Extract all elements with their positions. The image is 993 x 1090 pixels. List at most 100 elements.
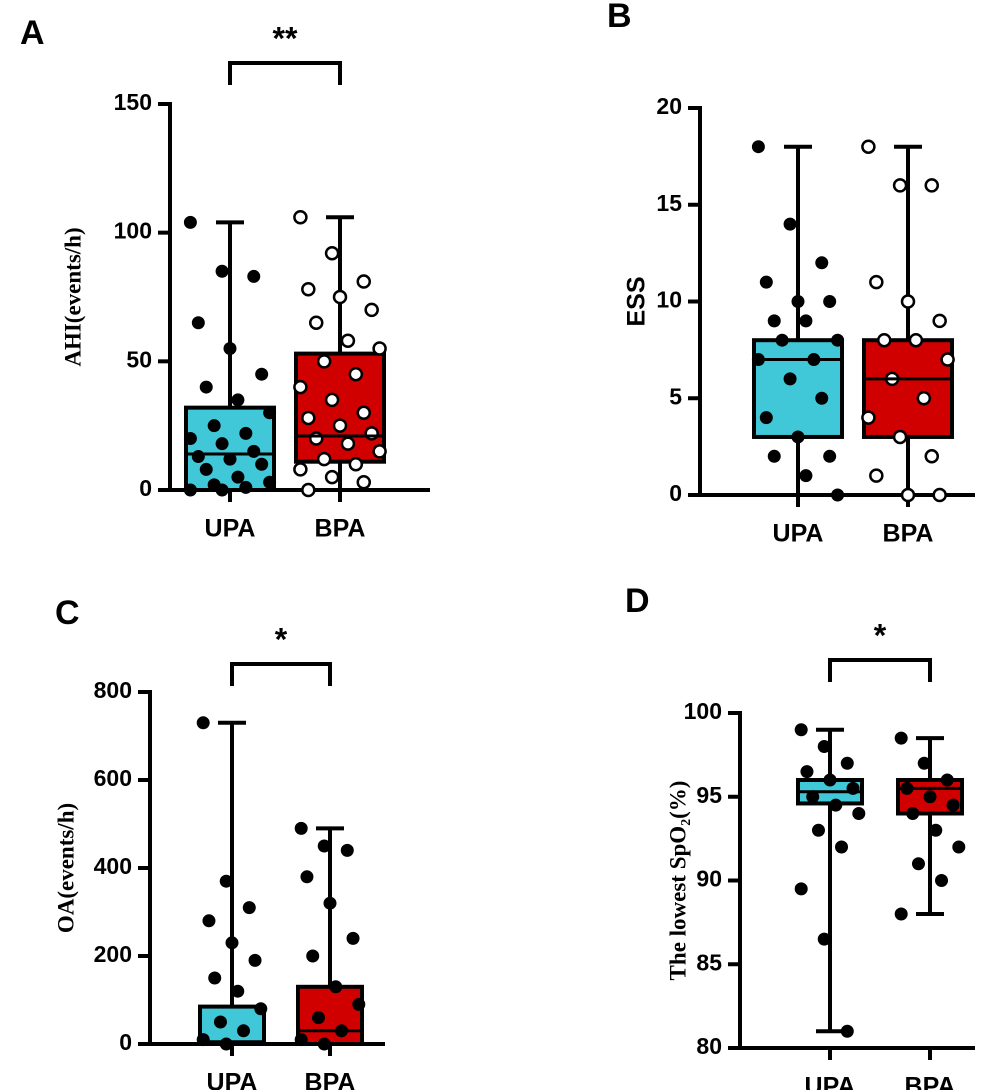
data-point: [924, 449, 940, 464]
x-tick-label: UPA: [805, 1073, 856, 1090]
data-point: [199, 380, 213, 394]
y-tick-label: 95: [696, 782, 722, 808]
data-point: [332, 289, 348, 305]
data-point: [946, 798, 960, 812]
data-point: [759, 275, 773, 289]
x-tick-label: BPA: [315, 515, 366, 543]
data-point: [293, 379, 308, 395]
y-axis-label: ESS: [623, 276, 651, 326]
box-group: [183, 215, 277, 497]
data-point: [255, 367, 269, 381]
significance-label: *: [874, 617, 887, 653]
data-point: [191, 316, 205, 330]
data-point: [352, 997, 366, 1011]
x-tick-label: UPA: [205, 515, 256, 543]
data-point: [239, 426, 253, 440]
data-point: [329, 980, 343, 994]
data-point: [254, 1002, 268, 1016]
data-point: [324, 392, 340, 408]
significance-bracket: [828, 658, 932, 682]
data-point: [215, 437, 229, 451]
data-point: [340, 333, 356, 348]
data-point: [917, 756, 931, 770]
data-point: [923, 790, 937, 804]
data-point: [823, 449, 837, 463]
x-tick-label: BPA: [305, 1069, 356, 1090]
data-point: [213, 1015, 227, 1029]
data-point: [751, 140, 765, 154]
data-point: [306, 949, 320, 963]
y-tick-label: 20: [656, 93, 682, 119]
data-point: [301, 410, 316, 426]
data-point: [861, 139, 876, 154]
data-point: [935, 874, 949, 887]
y-axis-label: The lowest SpO₂(%): [665, 781, 690, 981]
data-point: [207, 419, 221, 433]
y-tick-label: 5: [669, 383, 682, 409]
data-point: [294, 821, 308, 835]
data-point: [894, 907, 908, 921]
y-tick-label: 200: [94, 941, 132, 967]
data-point: [196, 716, 210, 730]
y-tick-label: 800: [94, 677, 132, 703]
y-tick-label: 0: [119, 1029, 132, 1055]
data-point: [840, 756, 854, 770]
data-point: [231, 470, 245, 484]
data-point: [799, 314, 813, 328]
data-point: [940, 773, 954, 787]
data-point: [767, 449, 781, 463]
significance-bracket: [230, 662, 332, 686]
data-point: [255, 457, 269, 471]
data-point: [225, 936, 239, 950]
panel-label: B: [607, 0, 632, 35]
data-point: [794, 723, 808, 737]
data-point: [323, 896, 337, 910]
data-point: [346, 931, 360, 945]
data-point: [791, 295, 805, 308]
data-point: [911, 857, 925, 871]
data-point: [311, 1011, 325, 1025]
data-point: [932, 313, 947, 329]
y-tick-label: 150: [114, 89, 152, 115]
data-point: [835, 840, 849, 854]
panel-label: C: [55, 594, 80, 632]
y-tick-label: 600: [94, 765, 132, 791]
data-point: [301, 482, 316, 498]
y-tick-label: 15: [656, 190, 682, 216]
y-axis-label: OA(events/h): [53, 803, 78, 933]
data-point: [348, 457, 364, 472]
data-point: [300, 870, 314, 884]
data-point: [791, 430, 805, 444]
data-point: [815, 391, 829, 405]
data-point: [239, 480, 253, 494]
data-point: [191, 450, 205, 464]
data-point: [817, 932, 831, 946]
y-tick-label: 400: [94, 853, 132, 879]
y-tick-label: 90: [696, 866, 722, 892]
data-point: [364, 302, 379, 318]
box-group: [294, 821, 366, 1051]
data-point: [293, 209, 308, 225]
y-tick-label: 80: [696, 1033, 722, 1059]
data-point: [332, 418, 348, 433]
data-point: [794, 882, 808, 896]
box-group: [293, 209, 387, 498]
data-point: [340, 436, 356, 451]
data-point: [247, 269, 261, 283]
data-point: [183, 483, 197, 497]
panel-label: A: [20, 14, 45, 52]
data-point: [324, 246, 340, 261]
data-point: [294, 1033, 308, 1047]
data-point: [800, 765, 814, 779]
data-point: [869, 468, 884, 483]
data-point: [219, 874, 233, 888]
data-point: [900, 487, 916, 503]
data-point: [929, 823, 943, 837]
data-point: [783, 217, 797, 231]
data-point: [237, 1024, 251, 1038]
data-point: [196, 1033, 210, 1047]
data-point: [317, 839, 331, 853]
data-point: [215, 264, 229, 278]
data-point: [247, 444, 261, 458]
data-point: [208, 971, 222, 985]
